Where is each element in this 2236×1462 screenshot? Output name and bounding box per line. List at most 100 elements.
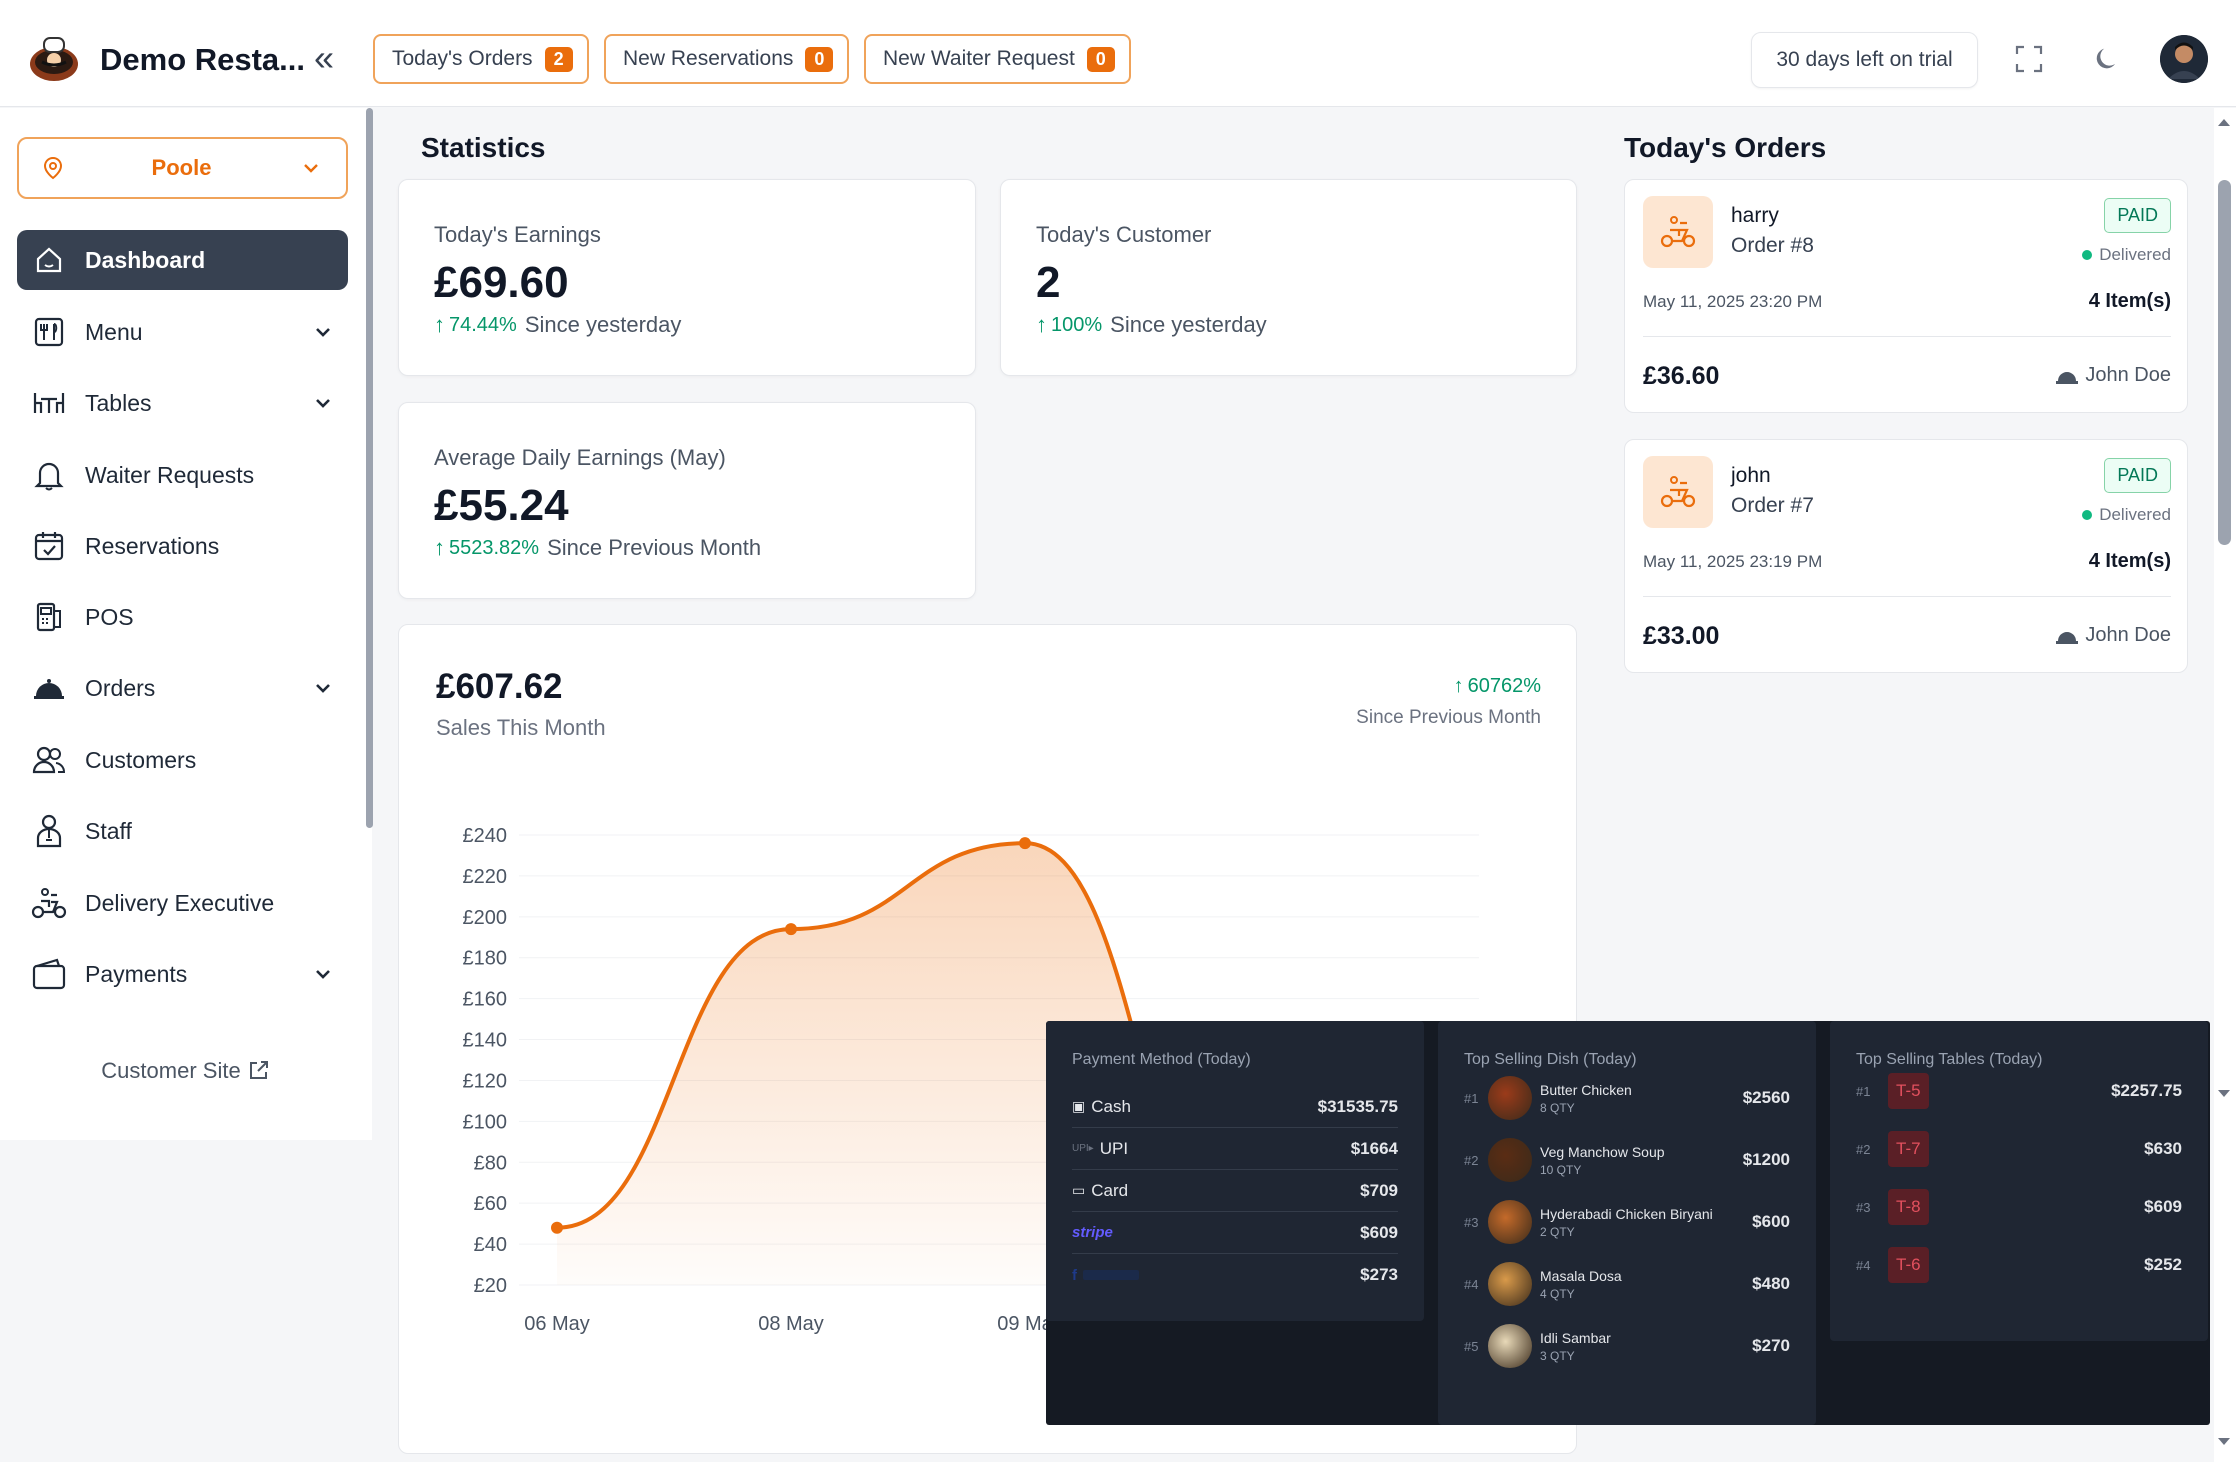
sidebar-item-orders[interactable]: Orders <box>17 658 348 718</box>
table-amount: $630 <box>2144 1139 2182 1158</box>
sidebar-item-menu[interactable]: Menu <box>17 302 348 362</box>
sidebar-item-reservations[interactable]: Reservations <box>17 516 348 576</box>
dish-rank: #3 <box>1464 1214 1479 1230</box>
sidebar-item-payments[interactable]: Payments <box>17 944 348 1004</box>
pos-terminal-icon <box>31 599 67 635</box>
card-title: Top Selling Dish (Today) <box>1464 1051 1637 1068</box>
x-tick-label: 06 May <box>524 1313 590 1335</box>
dish-amount: $1200 <box>1742 1150 1790 1169</box>
x-tick-label: 08 May <box>758 1313 824 1335</box>
payment-row[interactable]: stripe $609 <box>1072 1212 1398 1254</box>
dish-name: Veg Manchow Soup <box>1540 1143 1665 1160</box>
order-status-label: Delivered <box>2099 505 2171 524</box>
chevron-down-icon <box>316 684 330 693</box>
new-waiter-request-button[interactable]: New Waiter Request 0 <box>864 34 1131 84</box>
dish-amount: $270 <box>1752 1336 1790 1355</box>
sidebar-item-customers[interactable]: Customers <box>17 730 348 790</box>
new-reservations-button[interactable]: New Reservations 0 <box>604 34 850 84</box>
payment-badge: PAID <box>2104 198 2171 233</box>
order-scooter-icon <box>1643 456 1713 528</box>
todays-customer-card: Today's Customer 2 ↑ 100% Since yesterda… <box>1000 179 1577 376</box>
payment-method-card: Payment Method (Today) ▣ Cash $31535.75 U… <box>1046 1021 1424 1321</box>
sidebar-scrollbar[interactable] <box>366 108 373 828</box>
calendar-check-icon <box>31 528 67 564</box>
sidebar-item-staff[interactable]: Staff <box>17 801 348 861</box>
order-customer: harry <box>1731 204 1779 227</box>
payment-row[interactable]: UPI▸ UPI $1664 <box>1072 1128 1398 1170</box>
top-selling-tables-card: Top Selling Tables (Today) #1 T-5 $2257.75… <box>1830 1021 2208 1341</box>
sidebar-item-label: Payments <box>85 960 188 987</box>
map-pin-icon <box>43 156 63 180</box>
order-scooter-icon <box>1643 196 1713 268</box>
table-row[interactable]: #3 T-8 $609 <box>1856 1181 2182 1233</box>
dish-row[interactable]: #1 Butter Chicken 8 QTY $2560 <box>1464 1069 1790 1127</box>
dish-row[interactable]: #2 Veg Manchow Soup 10 QTY $1200 <box>1464 1131 1790 1189</box>
dish-rank: #2 <box>1464 1152 1479 1168</box>
dish-row[interactable]: #4 Masala Dosa 4 QTY $480 <box>1464 1255 1790 1313</box>
scroll-down-arrow-icon[interactable] <box>2216 1436 2232 1448</box>
payment-amount: $609 <box>1360 1222 1398 1242</box>
customer-site-link[interactable]: Customer Site <box>0 1028 372 1140</box>
user-avatar[interactable] <box>2160 35 2208 83</box>
upi-logo-icon: UPI▸ <box>1072 1143 1094 1154</box>
payment-row[interactable]: f $273 <box>1072 1254 1398 1296</box>
dish-row[interactable]: #3 Hyderabadi Chicken Biryani 2 QTY $600 <box>1464 1193 1790 1251</box>
collapse-sidebar-icon[interactable]: « <box>314 37 335 78</box>
restaurant-logo[interactable] <box>26 32 82 84</box>
dish-name: Butter Chicken <box>1540 1081 1632 1098</box>
dish-image <box>1488 1324 1532 1368</box>
sidebar-item-dashboard[interactable]: Dashboard <box>17 230 348 290</box>
stat-value: £55.24 <box>434 481 569 530</box>
stat-change: ↑ 5523.82% Since Previous Month <box>434 535 761 561</box>
brand-name[interactable]: Demo Resta... <box>100 42 306 77</box>
dish-row[interactable]: #5 Idli Sambar 3 QTY $270 <box>1464 1317 1790 1375</box>
dark-mode-moon-icon[interactable] <box>2093 44 2123 74</box>
table-row[interactable]: #1 T-5 $2257.75 <box>1856 1065 2182 1117</box>
order-status: Delivered <box>2082 505 2171 525</box>
order-total: £36.60 <box>1643 362 1720 390</box>
payment-row[interactable]: ▣ Cash $31535.75 <box>1072 1086 1398 1128</box>
table-rank: #3 <box>1856 1199 1871 1215</box>
scroll-down-arrow-icon[interactable] <box>2216 1088 2232 1100</box>
todays-orders-button[interactable]: Today's Orders 2 <box>373 34 589 84</box>
home-icon <box>31 242 67 278</box>
todays-orders-count: 2 <box>544 46 573 72</box>
order-status: Delivered <box>2082 245 2171 265</box>
sidebar-item-label: Customers <box>85 746 197 773</box>
divider <box>1643 336 2171 337</box>
table-row[interactable]: #4 T-6 $252 <box>1856 1239 2182 1291</box>
sidebar-item-delivery-executive[interactable]: Delivery Executive <box>17 873 348 933</box>
scroll-up-arrow-icon[interactable] <box>2216 116 2232 128</box>
order-card[interactable]: john Order #7 PAID Delivered May 11, 202… <box>1624 439 2188 673</box>
dish-name: Masala Dosa <box>1540 1267 1622 1284</box>
table-row[interactable]: #2 T-7 $630 <box>1856 1123 2182 1175</box>
stat-percent: 5523.82% <box>449 536 540 559</box>
order-card[interactable]: harry Order #8 PAID Delivered May 11, 20… <box>1624 179 2188 413</box>
dish-image <box>1488 1076 1532 1120</box>
payment-amount: $709 <box>1360 1180 1398 1200</box>
sales-growth: ↑ 60762% <box>1454 675 1541 698</box>
table-amount: $252 <box>2144 1255 2182 1274</box>
sidebar-item-pos[interactable]: POS <box>17 587 348 647</box>
y-tick-label: £60 <box>474 1193 507 1215</box>
y-tick-label: £180 <box>463 948 508 970</box>
sidebar-item-label: Tables <box>85 389 152 416</box>
menu-book-icon <box>31 314 67 350</box>
page-scrollbar-thumb[interactable] <box>2218 180 2231 545</box>
stat-label: Average Daily Earnings (May) <box>434 445 726 470</box>
payment-row[interactable]: ▭ Card $709 <box>1072 1170 1398 1212</box>
dish-amount: $480 <box>1752 1274 1790 1293</box>
table-amount: $609 <box>2144 1197 2182 1216</box>
sidebar-item-waiter-requests[interactable]: Waiter Requests <box>17 445 348 505</box>
dish-image <box>1488 1200 1532 1244</box>
stripe-logo: stripe <box>1072 1224 1113 1241</box>
fullscreen-icon[interactable] <box>2014 44 2044 74</box>
payment-label: Cash <box>1091 1096 1131 1116</box>
trial-status-button[interactable]: 30 days left on trial <box>1751 32 1978 88</box>
sidebar-item-tables[interactable]: Tables <box>17 373 348 433</box>
location-select[interactable]: Poole <box>17 137 348 199</box>
order-items: 4 Item(s) <box>2088 290 2171 312</box>
order-status-label: Delivered <box>2099 245 2171 264</box>
average-daily-earnings-card: Average Daily Earnings (May) £55.24 ↑ 55… <box>398 402 976 599</box>
y-tick-label: £240 <box>463 825 508 847</box>
